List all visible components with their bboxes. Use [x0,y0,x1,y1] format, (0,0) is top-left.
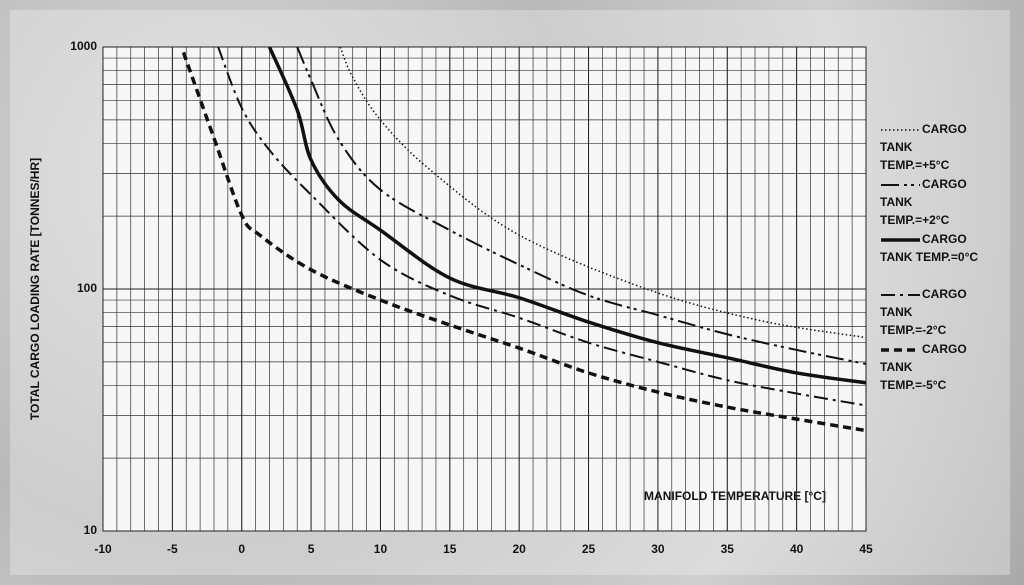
y-tick-label: 100 [77,281,97,295]
legend-item: CARGO TANK TEMP.=-5°C [880,340,980,395]
x-tick-label: 30 [651,542,665,556]
x-tick-label: 25 [582,542,596,556]
x-tick-label: 5 [308,542,315,556]
x-tick-label: 20 [513,542,527,556]
y-axis-title: TOTAL CARGO LOADING RATE [TONNES/HR] [28,158,42,420]
legend-swatch [881,129,920,131]
legend-label: CARGO TANK TEMP.=-5°C [880,342,967,392]
y-tick-label: 10 [84,523,98,537]
legend-swatch [881,293,920,296]
x-axis-title: MANIFOLD TEMPERATURE [°C] [644,489,826,503]
legend-item: CARGO TANK TEMP.=-2°C [880,285,980,340]
x-tick-label: 35 [721,542,735,556]
legend-swatch [881,238,920,242]
x-tick-label: -5 [167,542,178,556]
legend-label: CARGO TANK TEMP.=+5°C [880,122,967,172]
legend-label: CARGO TANK TEMP.=-2°C [880,287,967,337]
legend-item: CARGO TANK TEMP.=+5°C [880,120,980,175]
x-tick-label: 15 [443,542,457,556]
x-tick-label: 45 [859,542,873,556]
x-tick-label: 10 [374,542,388,556]
legend-item: CARGO TANK TEMP.=+2°C [880,175,980,230]
legend: CARGO TANK TEMP.=+5°C CARGO TANK TEMP.=+2… [880,120,980,395]
legend-swatch [881,348,920,352]
series-line [217,47,866,407]
x-tick-label: -10 [94,542,112,556]
legend-item: CARGO TANK TEMP.=0°C [880,230,980,285]
y-tick-label: 1000 [70,39,97,53]
legend-label: CARGO TANK TEMP.=0°C [880,232,979,264]
series-group [181,47,866,433]
x-tick-label: 40 [790,542,804,556]
legend-swatch [881,183,920,186]
legend-label: CARGO TANK TEMP.=+2°C [880,177,967,227]
x-tick-label: 0 [238,542,245,556]
series-line [296,47,866,365]
series-line [267,47,866,385]
